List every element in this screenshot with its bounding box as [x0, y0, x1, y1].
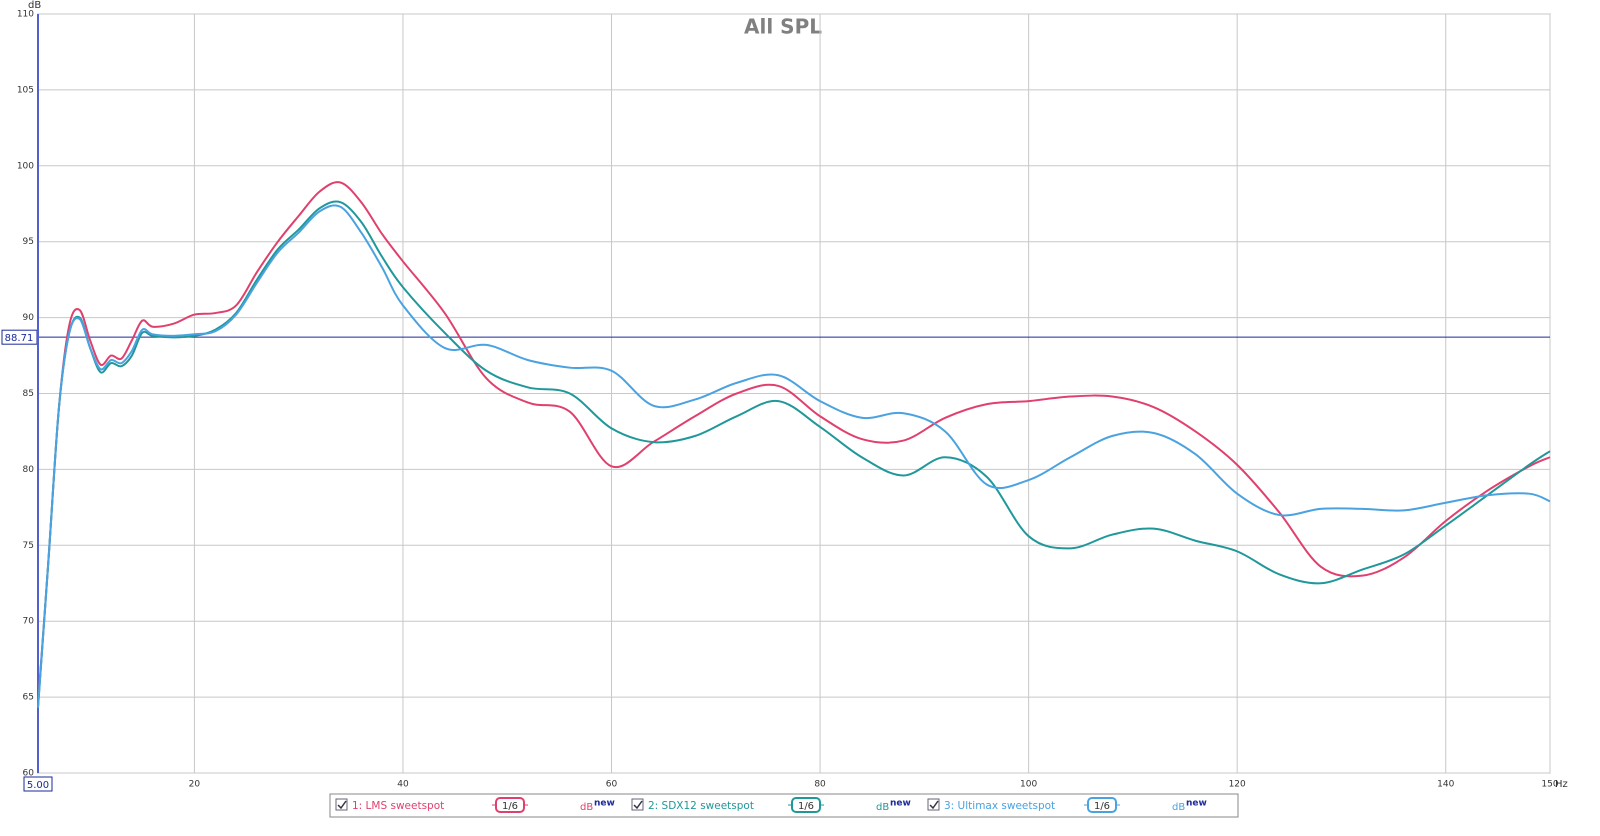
legend-check [633, 800, 643, 810]
legend-item[interactable]: 3: Ultimax sweetspot 1/6 dB new [927, 797, 1207, 813]
legend-badge[interactable]: new [890, 799, 911, 809]
x-tick-label: 120 [1229, 780, 1246, 790]
x-tick-label: 100 [1020, 780, 1037, 790]
legend-badge[interactable]: new [1186, 799, 1207, 809]
legend-smoothing: 1/6 [1094, 801, 1110, 812]
legend-checkbox[interactable] [631, 798, 644, 811]
cursor-label-box [23, 776, 53, 792]
cursor-label: 88.71 [5, 333, 34, 344]
y-tick-label: 90 [23, 313, 35, 323]
legend-label: 3: Ultimax sweetspot [944, 800, 1055, 812]
y-tick-label: 110 [17, 10, 34, 20]
legend-unit[interactable]: dB [580, 802, 593, 813]
y-tick-label: 105 [17, 85, 34, 95]
x-tick-label: 40 [397, 780, 409, 790]
y-tick-label: 80 [23, 465, 35, 475]
y-tick-label: 65 [23, 693, 34, 703]
y-tick-label: 85 [23, 389, 34, 399]
x-tick-label: 20 [189, 780, 201, 790]
legend-badge[interactable]: new [594, 799, 615, 809]
series-line [37, 181, 1551, 705]
y-tick-label: 70 [23, 617, 35, 627]
y-tick-label: 60 [23, 769, 35, 779]
legend-smoothing-box[interactable] [791, 797, 821, 813]
cursor-label: 5.00 [27, 780, 49, 791]
legend-box [329, 793, 1239, 818]
chart-title: All SPL [744, 15, 822, 39]
legend-check [337, 800, 347, 810]
legend-checkbox[interactable] [335, 798, 348, 811]
legend-check [929, 800, 939, 810]
legend-item[interactable]: 1: LMS sweetspot 1/6 dB new [335, 797, 615, 813]
y-tick-label: 100 [17, 161, 34, 171]
y-axis-label: dB [28, 0, 41, 11]
series-line [37, 204, 1551, 708]
legend-item[interactable]: 2: SDX12 sweetspot 1/6 dB new [631, 797, 911, 813]
legend-smoothing-box[interactable] [495, 797, 525, 813]
series-line [37, 200, 1551, 708]
legend-label: 1: LMS sweetspot [352, 800, 444, 812]
x-tick-label: 80 [814, 780, 826, 790]
legend-smoothing-box[interactable] [1087, 797, 1117, 813]
x-tick-label: 60 [606, 780, 618, 790]
legend-smoothing: 1/6 [798, 801, 814, 812]
legend-label: 2: SDX12 sweetspot [648, 800, 754, 812]
legend-checkbox[interactable] [927, 798, 940, 811]
legend-smoothing: 1/6 [502, 801, 518, 812]
x-tick-label: 140 [1437, 780, 1454, 790]
x-axis-label: Hz [1555, 779, 1568, 790]
legend-unit[interactable]: dB [1172, 802, 1185, 813]
y-tick-label: 75 [23, 541, 34, 551]
legend-unit[interactable]: dB [876, 802, 889, 813]
y-tick-label: 95 [23, 237, 34, 247]
x-tick-label: 150 [1541, 780, 1558, 790]
